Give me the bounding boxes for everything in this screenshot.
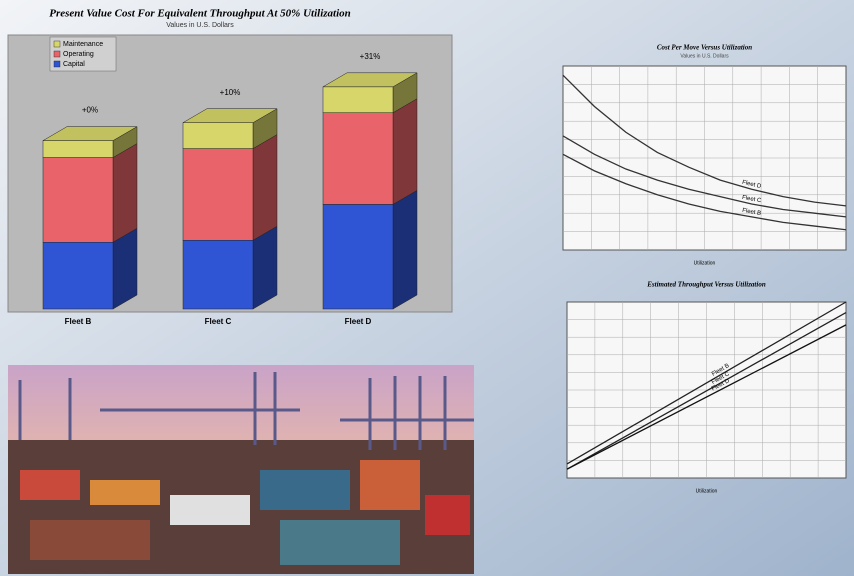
bar-side (112, 143, 138, 243)
x-axis-label: Utilization (696, 488, 718, 494)
legend-label: Operating (63, 51, 94, 58)
bar-top (42, 126, 138, 141)
bar-segment (42, 241, 114, 310)
bar-top (182, 108, 278, 123)
line (566, 324, 847, 470)
chart-title: Present Value Cost For Equivalent Throug… (49, 8, 351, 20)
line (562, 74, 847, 207)
legend (49, 36, 117, 72)
bar-segment (42, 157, 114, 243)
bar-top (322, 72, 418, 88)
legend-swatch (53, 50, 61, 58)
series-label: Fleet D (741, 180, 762, 190)
annotation: +31% (360, 52, 381, 61)
legend-label: Capital (63, 61, 85, 68)
x-axis-label: Utilization (694, 260, 716, 266)
bar-side (392, 189, 418, 310)
line (562, 153, 847, 231)
chart-title: Cost Per Move Versus Utilization (657, 44, 752, 52)
bar-segment (182, 122, 254, 149)
chart-title: Estimated Throughput Versus Utilization (646, 281, 766, 289)
legend-swatch (53, 60, 61, 68)
annotation: +0% (82, 106, 98, 115)
series-label: Fleet C (742, 195, 763, 204)
bar-segment (322, 204, 394, 310)
bar-side (392, 98, 418, 205)
bar-segment (322, 86, 394, 113)
bar-segment (182, 240, 254, 310)
chart-subtitle: Values in U.S. Dollars (166, 22, 234, 29)
port-photo (8, 365, 474, 574)
x-tick-label: Fleet C (205, 317, 232, 326)
bar-side (252, 225, 278, 310)
line (566, 311, 847, 470)
bar-segment (182, 148, 254, 241)
legend-label: Maintenance (63, 41, 103, 48)
line (562, 135, 847, 218)
x-tick-label: Fleet D (345, 317, 372, 326)
x-tick-label: Fleet B (65, 317, 92, 326)
line (566, 301, 847, 465)
series-label: Fleet B (742, 208, 762, 217)
annotation: +10% (220, 88, 241, 97)
bar-segment (322, 112, 394, 205)
bar-segment (42, 140, 114, 158)
bar-side (252, 134, 278, 241)
chart-subtitle: Values in U.S. Dollars (680, 53, 729, 59)
legend-swatch (53, 40, 61, 48)
